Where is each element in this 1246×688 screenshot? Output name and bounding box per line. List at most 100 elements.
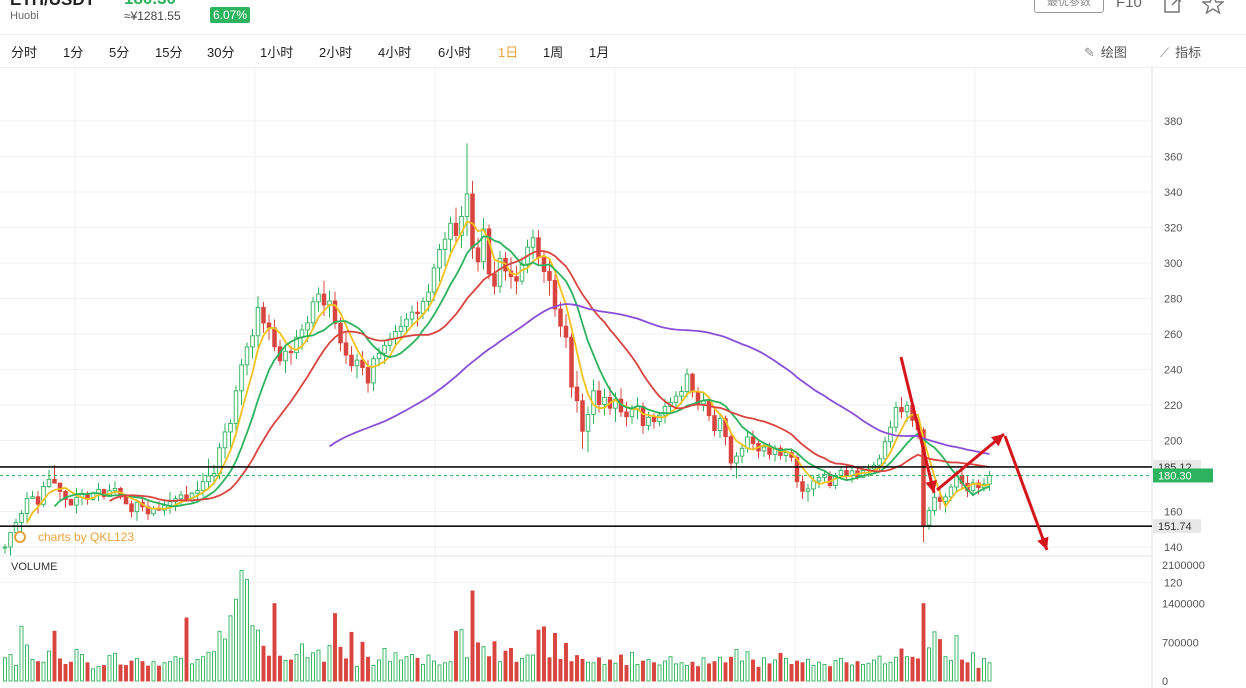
tab-4hour[interactable]: 4小时 <box>378 45 412 60</box>
volume-bar <box>591 662 596 682</box>
optimal-params-button[interactable]: 最优参数 <box>1034 0 1104 13</box>
volume-bar <box>239 570 244 682</box>
volume-bar <box>910 656 915 682</box>
star-icon[interactable] <box>1201 0 1225 15</box>
volume-bar <box>344 658 348 682</box>
pencil-icon: ✎ <box>1084 45 1095 60</box>
volume-bar <box>140 661 145 682</box>
volume-bar <box>371 665 376 682</box>
volume-bar <box>888 661 893 682</box>
tab-1day[interactable]: 1日 <box>498 45 519 60</box>
volume-bar <box>597 657 601 682</box>
volume-bar <box>520 657 524 682</box>
volume-bar <box>459 629 464 682</box>
tab-1min[interactable]: 1分 <box>63 45 84 60</box>
volume-bar <box>228 615 233 682</box>
volume-bar <box>701 657 706 682</box>
volume-bar <box>311 652 315 682</box>
volume-bar <box>245 578 249 682</box>
volume-bar <box>454 630 458 682</box>
volume-bar <box>641 660 645 682</box>
draw-tool[interactable]: ✎ 绘图 <box>1084 42 1127 61</box>
price-tick: 260 <box>1164 329 1182 341</box>
volume-bar <box>663 660 667 682</box>
volume-bar <box>635 663 640 682</box>
volume-bar <box>729 656 733 682</box>
volume-bar <box>542 626 546 682</box>
candle-body <box>811 480 816 490</box>
candle-body <box>728 436 734 464</box>
volume-bar <box>404 656 409 682</box>
volume-bar <box>877 655 882 682</box>
volume-bar <box>52 630 57 682</box>
candle-body <box>547 271 552 281</box>
arrow-up <box>936 432 1005 492</box>
volume-bar <box>811 665 816 682</box>
volume-bar <box>261 645 266 682</box>
candle-body <box>382 344 387 354</box>
volume-bar <box>190 663 194 682</box>
volume-bar <box>652 662 656 682</box>
volume-bar <box>146 665 150 682</box>
volume-bar <box>492 641 497 682</box>
candle-body <box>569 336 574 388</box>
tab-fenshi[interactable]: 分时 <box>11 45 38 60</box>
price-tick: 360 <box>1164 152 1182 164</box>
volume-bar <box>514 661 519 682</box>
volume-bar <box>294 654 299 682</box>
volume-tick: 700000 <box>1162 637 1199 649</box>
candle-body <box>74 497 79 506</box>
candle-body <box>129 503 134 513</box>
tab-2hour[interactable]: 2小时 <box>319 45 353 60</box>
f10-button[interactable]: F10 <box>1116 0 1142 11</box>
candle-body <box>844 470 849 477</box>
candle-body <box>596 390 602 405</box>
current-price-label: 180.30 <box>1158 470 1192 482</box>
tab-1week[interactable]: 1周 <box>543 45 564 60</box>
tab-5min[interactable]: 5分 <box>109 45 130 60</box>
candle-body <box>426 291 431 302</box>
volume-bar <box>393 652 398 682</box>
volume-bar <box>536 629 541 682</box>
candle-body <box>684 373 690 392</box>
tab-6hour[interactable]: 6小时 <box>438 45 472 60</box>
tab-15min[interactable]: 15分 <box>155 45 183 60</box>
cny-price: ≈¥1281.55 <box>124 9 181 23</box>
volume-bar <box>360 641 365 682</box>
price-tick: 380 <box>1164 116 1182 128</box>
expand-icon[interactable] <box>1163 0 1183 14</box>
volume-bar <box>960 659 964 682</box>
candle-body <box>921 429 926 526</box>
volume-bar <box>668 656 673 682</box>
candle-body <box>266 322 272 329</box>
tab-30min[interactable]: 30分 <box>207 45 235 60</box>
candle-body <box>250 335 255 348</box>
volume-bar <box>751 659 755 682</box>
candle-body <box>948 486 954 498</box>
level-tag <box>1153 519 1201 534</box>
candle-body <box>239 364 244 392</box>
volume-bar <box>943 656 948 682</box>
volume-bar <box>366 656 370 682</box>
change-badge: 6.07% <box>210 7 251 23</box>
indicator-tool[interactable]: ⟋ 指标 <box>1160 42 1201 61</box>
arrow-up-head <box>990 434 1004 447</box>
grid-lines <box>0 66 1153 688</box>
volume-bar <box>954 635 959 682</box>
tab-1month[interactable]: 1月 <box>589 45 610 60</box>
volume-bar <box>118 664 123 682</box>
volume-bar <box>162 662 167 682</box>
volume-bar <box>316 649 321 682</box>
candle-body <box>602 396 607 405</box>
volume-bar <box>630 651 634 682</box>
candle-body <box>657 414 662 423</box>
volume-bar <box>503 650 508 682</box>
volume-bar <box>712 661 717 682</box>
tab-1hour[interactable]: 1小时 <box>260 45 294 60</box>
volume-bar <box>938 639 942 682</box>
draw-label: 绘图 <box>1100 45 1127 60</box>
volume-bar <box>976 667 981 682</box>
volume-bar <box>778 652 783 682</box>
volume-bar <box>426 654 431 682</box>
